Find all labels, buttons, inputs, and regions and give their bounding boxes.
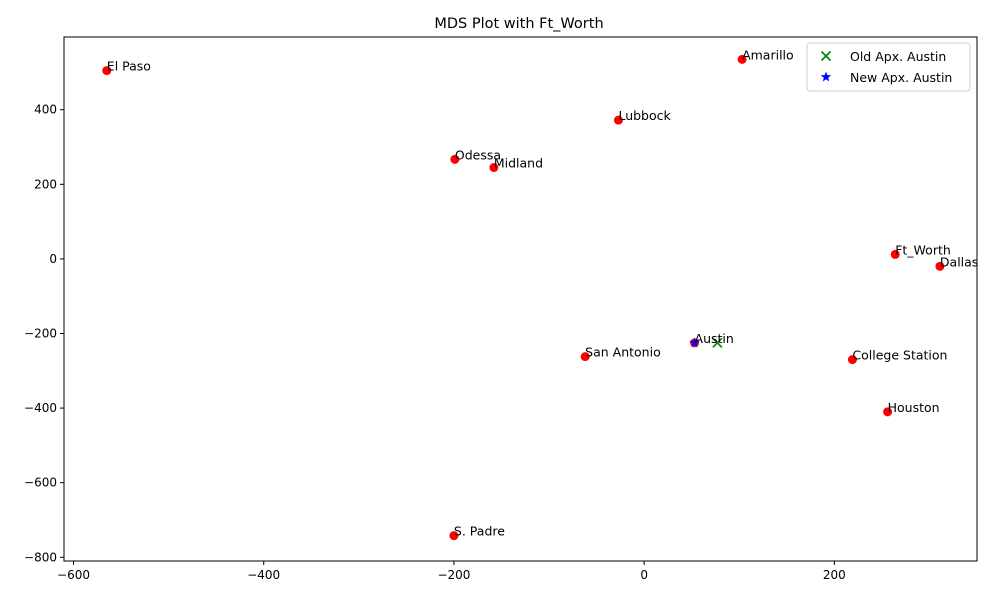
city-point — [489, 163, 499, 173]
city-point — [102, 66, 112, 76]
city-point — [883, 407, 893, 417]
y-axis: −800 −600 −400 −200 0 200 400 — [24, 103, 64, 564]
city-label: Austin — [695, 331, 734, 346]
chart-title: MDS Plot with Ft_Worth — [434, 16, 603, 32]
city-point — [847, 355, 857, 365]
x-tick-label: −400 — [247, 568, 280, 582]
city-label: Lubbock — [618, 108, 671, 123]
city-point — [613, 115, 623, 125]
city-point — [737, 54, 747, 64]
y-tick-label: 0 — [49, 252, 57, 266]
plot-area-frame — [63, 36, 978, 562]
old-approx-austin-marker — [712, 337, 723, 348]
new-approx-austin-marker — [689, 337, 700, 348]
legend-box — [806, 42, 971, 92]
city-label: Dallas — [940, 254, 978, 269]
x-tick-label: 0 — [640, 568, 648, 582]
legend-new-marker — [820, 71, 832, 82]
y-tick-label: 400 — [34, 103, 57, 117]
city-label: Houston — [888, 400, 940, 415]
city-point — [935, 261, 945, 271]
legend-label: Old Apx. Austin — [850, 49, 946, 64]
city-label: College Station — [852, 348, 947, 363]
city-label: Midland — [494, 156, 543, 171]
y-tick-label: −800 — [24, 550, 57, 564]
city-label: S. Padre — [454, 524, 505, 539]
city-point — [450, 154, 460, 164]
y-tick-label: −600 — [24, 476, 57, 490]
y-tick-label: 200 — [34, 177, 57, 191]
city-label: El Paso — [107, 59, 151, 74]
city-point — [449, 531, 459, 541]
legend: Old Apx. Austin New Apx. Austin — [806, 42, 971, 92]
legend-label: New Apx. Austin — [850, 70, 952, 85]
city-point — [890, 249, 900, 259]
y-tick-label: −200 — [24, 326, 57, 340]
y-tick-label: −400 — [24, 401, 57, 415]
city-label: San Antonio — [585, 345, 661, 360]
city-label: Odessa — [455, 147, 501, 162]
x-tick-label: −200 — [437, 568, 470, 582]
city-label: Ft_Worth — [895, 242, 951, 257]
legend-old-marker — [820, 50, 832, 62]
x-tick-label: −600 — [57, 568, 90, 582]
x-tick-label: 200 — [823, 568, 846, 582]
city-label: Amarillo — [742, 47, 794, 62]
x-axis: −600 −400 −200 0 200 — [57, 561, 846, 582]
city-point — [580, 352, 590, 362]
